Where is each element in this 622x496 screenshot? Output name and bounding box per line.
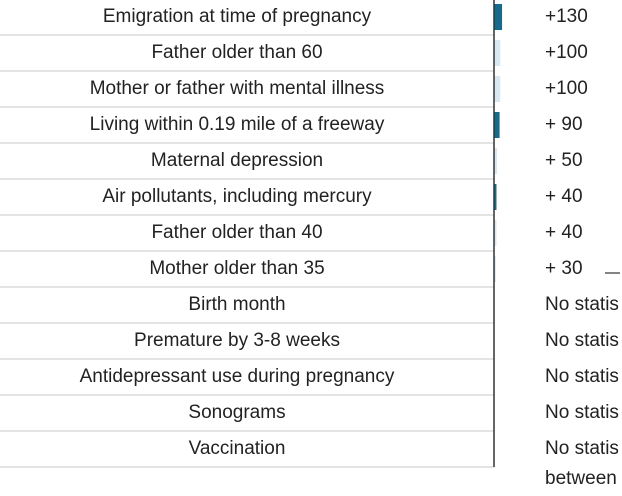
value-label: +100: [545, 78, 588, 99]
row-label: Living within 0.19 mile of a freeway: [90, 114, 385, 135]
value-label: No statis: [545, 366, 619, 387]
bar: [494, 148, 498, 174]
row-label: Sonograms: [188, 402, 285, 423]
bar: [494, 40, 501, 66]
row-label: Vaccination: [189, 438, 286, 459]
row-label: Emigration at time of pregnancy: [103, 6, 372, 27]
row-label: Mother older than 35: [149, 258, 324, 279]
row-label: Air pollutants, including mercury: [102, 186, 372, 207]
bar: [494, 112, 500, 138]
value-label: +100: [545, 42, 588, 63]
bar: [494, 184, 497, 210]
value-label: + 40: [545, 186, 583, 207]
row-label: Antidepressant use during pregnancy: [80, 366, 395, 387]
row-label: Father older than 60: [151, 42, 322, 63]
value-label: No statis: [545, 402, 619, 423]
value-label: + 50: [545, 150, 583, 171]
value-label: +130: [545, 6, 588, 27]
bar: [494, 220, 497, 246]
bar: [494, 256, 496, 282]
value-label: + 30: [545, 258, 583, 279]
bar: [494, 4, 503, 30]
note: between: [545, 468, 617, 489]
row-label: Father older than 40: [151, 222, 322, 243]
value-label: + 40: [545, 222, 583, 243]
bar: [494, 76, 501, 102]
value-label: No statis: [545, 438, 619, 459]
row-label: Maternal depression: [151, 150, 323, 171]
row-label: Birth month: [188, 294, 285, 315]
row-label: Premature by 3-8 weeks: [134, 330, 340, 351]
value-label: + 90: [545, 114, 583, 135]
row-label: Mother or father with mental illness: [90, 78, 385, 99]
value-label: No statis: [545, 294, 619, 315]
value-label: No statis: [545, 330, 619, 351]
